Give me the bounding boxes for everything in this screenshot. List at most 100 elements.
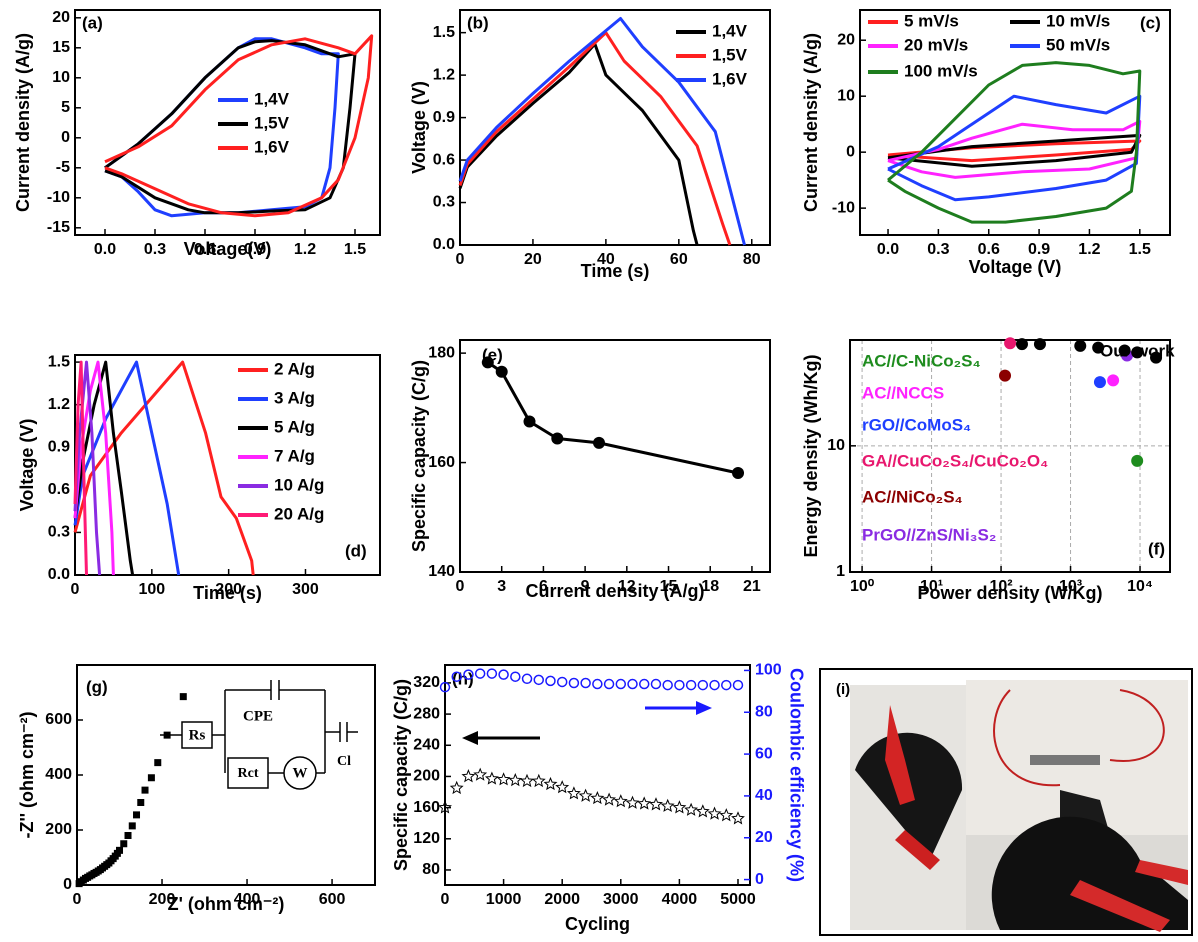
point: [133, 811, 141, 819]
arrows: [462, 701, 712, 745]
point: [1107, 374, 1120, 387]
y-tick-label: 0: [61, 129, 70, 146]
x-tick-label: 10²: [989, 578, 1012, 595]
series-line: [73, 360, 102, 576]
plot-frame: [459, 339, 771, 573]
point: [555, 780, 570, 794]
x-tick-label: 300: [292, 581, 319, 598]
y2-tick-label: 80: [755, 703, 773, 720]
y-tick-label: -15: [47, 219, 70, 236]
x-tick-label: 1.5: [1129, 241, 1151, 258]
x-tick-label: 0: [456, 251, 465, 268]
x-tick-label: 0.6: [194, 241, 216, 258]
point: [1118, 344, 1131, 357]
y-tick-label: 0.6: [433, 151, 455, 168]
point: [1131, 346, 1144, 359]
y-tick-label: 180: [428, 344, 455, 361]
point: [662, 679, 673, 691]
point: [481, 356, 494, 369]
x-tick-label: 40: [597, 251, 615, 268]
point: [128, 822, 136, 830]
x-axis-title: Voltage(V): [184, 239, 272, 259]
point: [545, 675, 556, 687]
point: [543, 776, 558, 791]
y-tick-label: 200: [45, 821, 72, 838]
x-tick-label: 12: [618, 578, 636, 595]
y-tick-label: 0.6: [48, 481, 70, 498]
point: [1015, 338, 1028, 351]
x-tick-label: 21: [743, 578, 761, 595]
y-tick-label: 1.2: [433, 66, 455, 83]
y-tick-label: 20: [837, 31, 855, 48]
panel-label: (d): [345, 541, 367, 560]
y-tick-label: 10: [837, 87, 855, 104]
y-tick-label: 5: [61, 99, 70, 116]
photo-clip: [895, 830, 940, 870]
x-tick-label: 400: [234, 891, 261, 908]
point: [1150, 351, 1163, 364]
point: [697, 679, 709, 691]
y-axis-title: Specific capacity (C/g): [391, 679, 411, 871]
y-tick-label: 320: [413, 674, 440, 691]
point: [685, 679, 697, 691]
x-tick-label: 200: [215, 581, 242, 598]
point: [1131, 454, 1144, 467]
x-tick-label: 0.3: [927, 241, 949, 258]
y-axis-title: Energy density (Wh/Kg): [801, 354, 821, 557]
point: [474, 668, 486, 679]
x-tick-label: 1.2: [1078, 241, 1100, 258]
legend-label: 20 mV/s: [904, 35, 968, 54]
series-line: [458, 31, 732, 246]
circuit-label: CPE: [243, 708, 273, 724]
y-axis-title: Current density (A/g): [13, 33, 33, 212]
x-tick-label: 0: [73, 891, 82, 908]
legend-label: 2 A/g: [274, 359, 315, 378]
point: [603, 678, 615, 690]
y-tick-label: 200: [413, 768, 440, 785]
y2-tick-label: 60: [755, 745, 773, 762]
point: [674, 679, 685, 691]
point: [625, 795, 640, 809]
legend-label: PrGO//ZnS/Ni₃S₂: [862, 525, 996, 544]
point: [556, 676, 568, 688]
legend-label: 7 A/g: [274, 446, 315, 465]
point: [495, 365, 508, 378]
point: [463, 669, 474, 680]
y-tick-label: 280: [413, 705, 440, 722]
x-tick-label: 200: [149, 891, 176, 908]
plot-frame: [859, 9, 1171, 236]
y-tick-label: 600: [45, 711, 72, 728]
panel: 10⁰ 10¹ 10² 10³ 10⁴ 1 10 Power density (W/Kg) En…: [801, 337, 1175, 603]
resistor: [181, 721, 213, 749]
point: [124, 832, 132, 839]
photo: (i): [819, 668, 1193, 936]
point: [578, 788, 593, 802]
point: [523, 415, 536, 428]
point: [461, 769, 476, 783]
x-tick-label: 10⁰: [850, 578, 875, 595]
point: [1004, 337, 1017, 350]
y-tick-label: 20: [52, 9, 70, 26]
series-line: [104, 39, 357, 215]
x-tick-label: 10⁴: [1127, 578, 1153, 595]
y-tick-label: 400: [45, 766, 72, 783]
x-tick-label: 80: [743, 251, 761, 268]
photo-wire: [993, 689, 1165, 787]
y-axis-title: Voltage (V): [17, 419, 37, 512]
x-tick-label: 0.3: [144, 241, 166, 258]
y-tick-label: 1: [836, 563, 845, 580]
x-tick-label: 6: [539, 578, 548, 595]
legend-label: Our work: [1100, 341, 1175, 360]
y2-axis-title: Coulombic efficiency (%): [786, 668, 806, 882]
point: [602, 792, 617, 806]
circuit-label: W: [293, 765, 308, 781]
panel: 0 1000 2000 3000 4000 50008012016020024028032…: [391, 662, 807, 934]
y2-tick-label: 0: [755, 871, 764, 888]
series-line: [887, 61, 1142, 224]
legend-label: 3 A/g: [274, 388, 315, 407]
y-tick-label: 0.3: [48, 524, 70, 541]
point: [731, 811, 745, 825]
y-tick-label: 10: [827, 437, 845, 454]
charts: 0.0 0.3 0.6 0.9 1.2 1.5-15-10-505101520Voltag…: [13, 9, 1175, 934]
